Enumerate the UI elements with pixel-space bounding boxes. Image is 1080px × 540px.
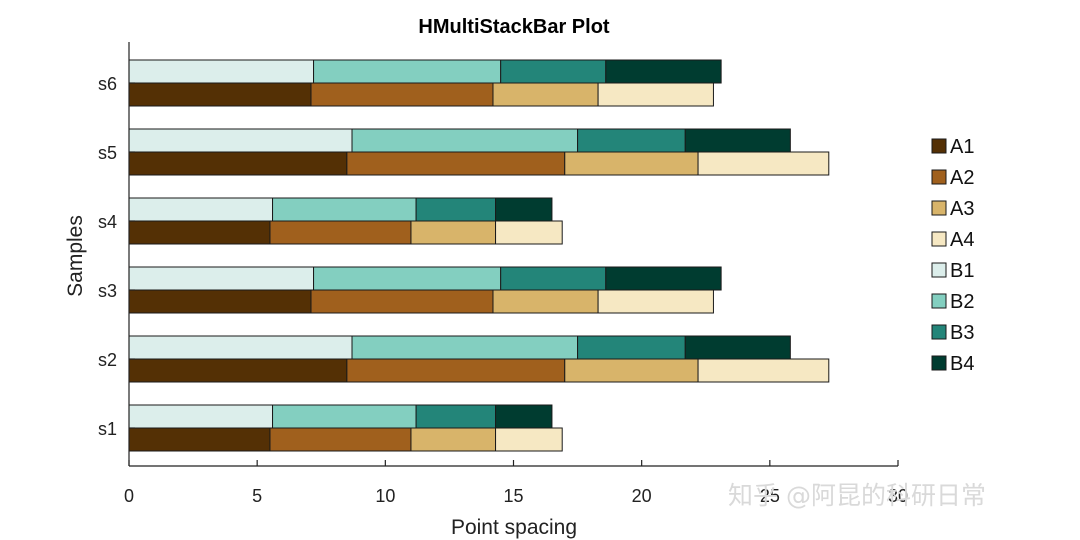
y-tick-label-s5: s5 — [98, 143, 117, 163]
bar-s6-b1 — [128, 59, 315, 84]
y-tick-label-s4: s4 — [98, 212, 117, 232]
legend-swatch-b1 — [931, 262, 947, 278]
bar-s5-b2 — [351, 128, 579, 153]
bar-s3-b1 — [128, 266, 315, 291]
bar-s5-b1 — [128, 128, 353, 153]
bars-layer — [128, 59, 830, 452]
chart-title: HMultiStackBar Plot — [418, 16, 609, 38]
bar-s6-a1 — [128, 82, 312, 107]
bar-s2-b3 — [577, 335, 686, 360]
bar-s4-a3 — [410, 220, 497, 245]
bar-s1-a4 — [495, 427, 563, 452]
legend-label-a3: A3 — [950, 198, 974, 220]
bar-s5-a1 — [128, 151, 348, 176]
bar-s2-a3 — [564, 358, 699, 383]
legend-swatch-b2 — [931, 293, 947, 309]
x-tick-label-15: 15 — [503, 486, 523, 506]
legend-swatch-b3 — [931, 324, 947, 340]
bar-s4-a1 — [128, 220, 271, 245]
bar-s6-b3 — [500, 59, 607, 84]
y-tick-label-s6: s6 — [98, 74, 117, 94]
bar-s1-a3 — [410, 427, 497, 452]
axes-layer: 0 5 10 15 20 25 30 s1 s2 s3 s4 s5 s6 — [98, 42, 908, 506]
y-axis-label: Samples — [64, 215, 87, 297]
bar-s1-a2 — [269, 427, 412, 452]
legend-label-b4: B4 — [950, 353, 974, 375]
x-tick-label-5: 5 — [252, 486, 262, 506]
bar-s6-a3 — [492, 82, 599, 107]
x-tick-label-0: 0 — [124, 486, 134, 506]
bar-s1-b4 — [495, 404, 553, 429]
bar-s6-b4 — [605, 59, 722, 84]
x-tick-label-30: 30 — [888, 486, 908, 506]
bar-s4-b1 — [128, 197, 274, 222]
legend-swatch-a3 — [931, 200, 947, 216]
bar-s3-a1 — [128, 289, 312, 314]
legend: A1 A2 A3 A4 B1 B2 B3 B4 — [931, 136, 974, 375]
y-tick-label-s2: s2 — [98, 350, 117, 370]
x-tick-label-25: 25 — [760, 486, 780, 506]
bar-s3-a4 — [597, 289, 714, 314]
bar-s5-a4 — [697, 151, 830, 176]
bar-s4-b2 — [272, 197, 417, 222]
legend-label-a2: A2 — [950, 167, 974, 189]
bar-s4-b4 — [495, 197, 553, 222]
bar-s6-b2 — [313, 59, 502, 84]
bar-s5-a3 — [564, 151, 699, 176]
bar-s2-a4 — [697, 358, 830, 383]
bar-s4-a4 — [495, 220, 563, 245]
bar-s3-a3 — [492, 289, 599, 314]
legend-swatch-a4 — [931, 231, 947, 247]
y-tick-label-s1: s1 — [98, 419, 117, 439]
bar-s5-b4 — [684, 128, 791, 153]
bar-s3-b2 — [313, 266, 502, 291]
x-tick-label-20: 20 — [632, 486, 652, 506]
bar-s3-a2 — [310, 289, 494, 314]
bar-s2-b4 — [684, 335, 791, 360]
bar-s2-a2 — [346, 358, 566, 383]
bar-s1-b3 — [415, 404, 497, 429]
bar-s6-a4 — [597, 82, 714, 107]
bar-s4-b3 — [415, 197, 497, 222]
bar-s6-a2 — [310, 82, 494, 107]
x-tick-label-10: 10 — [375, 486, 395, 506]
y-tick-label-s3: s3 — [98, 281, 117, 301]
legend-swatch-b4 — [931, 355, 947, 371]
bar-s3-b3 — [500, 266, 607, 291]
legend-label-a1: A1 — [950, 136, 974, 158]
legend-swatch-a1 — [931, 138, 947, 154]
bar-s1-b1 — [128, 404, 274, 429]
legend-label-a4: A4 — [950, 229, 974, 251]
legend-label-b2: B2 — [950, 291, 974, 313]
legend-swatch-a2 — [931, 169, 947, 185]
x-axis-label: Point spacing — [451, 516, 577, 539]
bar-s1-a1 — [128, 427, 271, 452]
bar-s5-b3 — [577, 128, 686, 153]
legend-label-b3: B3 — [950, 322, 974, 344]
watermark: 知乎 @阿昆的科研日常 — [728, 481, 986, 510]
bar-s4-a2 — [269, 220, 412, 245]
bar-s3-b4 — [605, 266, 722, 291]
legend-label-b1: B1 — [950, 260, 974, 282]
bar-s5-a2 — [346, 151, 566, 176]
bar-s2-a1 — [128, 358, 348, 383]
bar-s1-b2 — [272, 404, 417, 429]
bar-s2-b2 — [351, 335, 579, 360]
bar-s2-b1 — [128, 335, 353, 360]
